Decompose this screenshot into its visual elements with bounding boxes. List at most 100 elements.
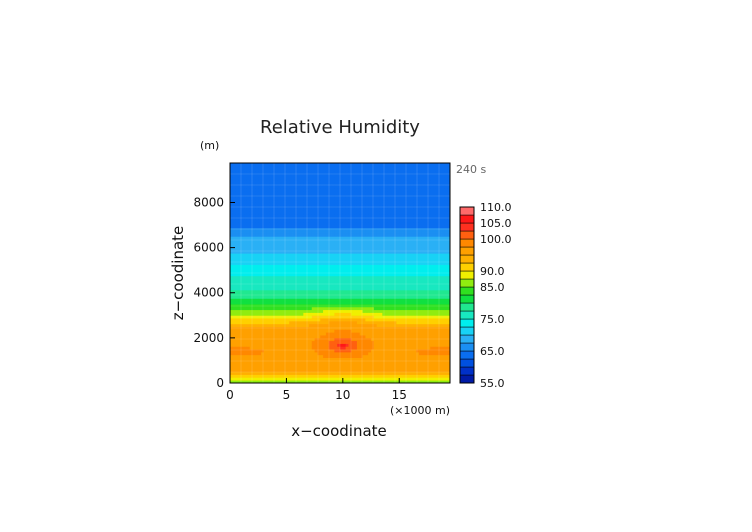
field-cell	[230, 225, 234, 229]
field-cell	[359, 216, 363, 220]
field-cell	[342, 354, 347, 359]
field-cell	[410, 374, 414, 378]
field-cell	[283, 357, 287, 361]
field-cell	[402, 205, 406, 209]
field-cell	[376, 349, 380, 353]
field-cell	[286, 199, 290, 203]
field-cell	[255, 278, 259, 282]
field-cell	[303, 354, 307, 359]
field-cell	[241, 247, 245, 251]
field-cell	[345, 230, 349, 234]
field-cell	[235, 261, 239, 265]
field-cell	[241, 165, 245, 170]
field-cell	[275, 357, 279, 361]
field-cell	[230, 329, 234, 333]
field-cell	[340, 315, 344, 319]
field-cell	[272, 351, 276, 356]
field-cell	[294, 354, 299, 359]
field-cell	[261, 188, 265, 192]
field-cell	[385, 360, 389, 364]
field-cell	[255, 227, 259, 232]
field-cell	[396, 371, 400, 375]
field-cell	[303, 239, 307, 243]
field-cell	[385, 371, 389, 375]
field-cell	[269, 202, 273, 206]
field-cell	[342, 205, 347, 209]
field-cell	[292, 273, 296, 277]
field-cell	[289, 222, 293, 226]
field-cell	[373, 171, 378, 175]
field-cell	[382, 163, 386, 167]
field-cell	[266, 354, 270, 359]
field-cell	[263, 289, 268, 294]
field-cell	[402, 174, 406, 178]
field-cell	[252, 236, 256, 240]
field-cell	[337, 340, 341, 344]
field-cell	[359, 208, 363, 212]
field-cell	[266, 329, 270, 333]
field-cell	[359, 227, 363, 232]
field-cell	[373, 332, 378, 336]
field-cell	[232, 289, 237, 294]
field-cell	[261, 287, 265, 291]
field-cell	[266, 225, 270, 229]
field-cell	[230, 239, 234, 243]
field-cell	[359, 335, 363, 339]
field-cell	[323, 247, 327, 251]
field-cell	[238, 380, 242, 384]
field-cell	[368, 298, 372, 302]
field-cell	[300, 163, 304, 167]
field-cell	[272, 241, 276, 246]
field-cell	[246, 188, 251, 192]
field-cell	[356, 363, 361, 367]
field-cell	[241, 270, 245, 274]
field-cell	[399, 244, 403, 249]
field-cell	[306, 351, 310, 356]
field-cell	[306, 168, 310, 172]
field-cell	[277, 202, 282, 206]
field-cell	[275, 168, 279, 172]
field-cell	[320, 205, 324, 209]
field-cell	[272, 366, 276, 370]
field-cell	[311, 267, 316, 271]
field-cell	[328, 270, 332, 274]
field-cell	[255, 295, 259, 299]
field-cell	[368, 241, 372, 246]
field-cell	[402, 275, 406, 280]
field-cell	[238, 351, 242, 356]
field-cell	[387, 188, 392, 192]
field-cell	[382, 323, 386, 327]
field-cell	[325, 366, 330, 370]
field-cell	[385, 309, 389, 313]
field-cell	[232, 323, 237, 327]
field-cell	[314, 205, 318, 209]
field-cell	[269, 335, 273, 339]
field-cell	[252, 374, 256, 378]
field-cell	[252, 250, 256, 254]
field-cell	[230, 264, 234, 268]
field-cell	[232, 213, 237, 217]
field-cell	[340, 250, 344, 254]
field-cell	[390, 191, 394, 195]
field-cell	[334, 292, 338, 296]
field-cell	[404, 165, 409, 170]
field-cell	[328, 191, 332, 195]
field-cell	[334, 326, 338, 330]
field-cell	[286, 182, 290, 186]
field-cell	[269, 346, 273, 350]
field-cell	[303, 346, 307, 350]
field-cell	[340, 273, 344, 277]
field-cell	[300, 337, 304, 342]
field-cell	[277, 363, 282, 367]
field-cell	[356, 278, 361, 282]
field-cell	[258, 213, 262, 217]
field-cell	[351, 216, 355, 220]
field-cell	[258, 301, 262, 305]
field-cell	[232, 185, 237, 189]
field-cell	[246, 284, 251, 288]
field-cell	[393, 273, 397, 277]
field-cell	[365, 236, 369, 240]
field-cell	[263, 225, 268, 229]
field-cell	[272, 256, 276, 260]
field-cell	[379, 295, 383, 299]
